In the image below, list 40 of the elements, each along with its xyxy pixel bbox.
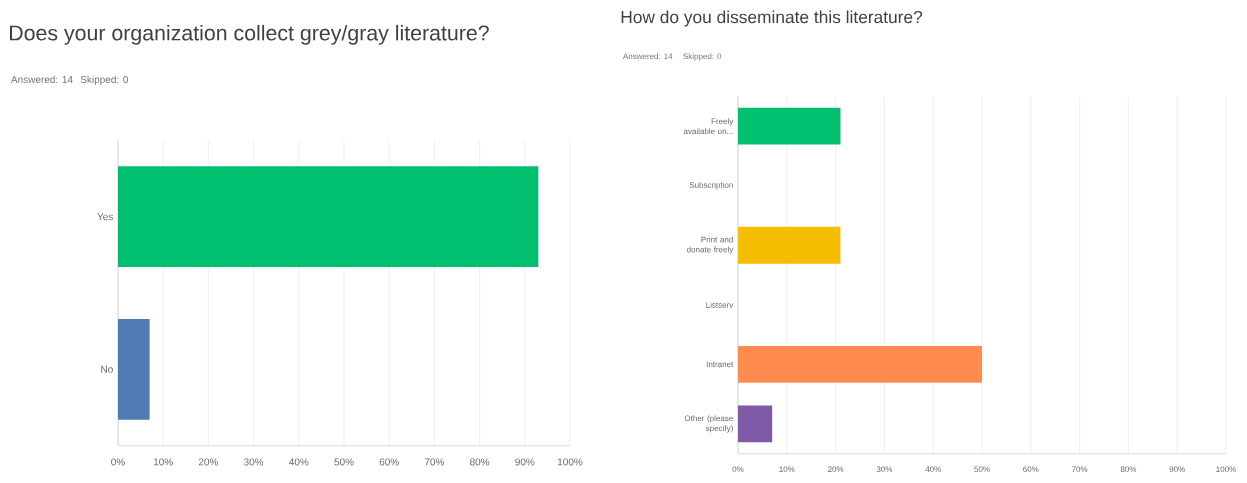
x-tick-label: 90%: [515, 458, 535, 466]
y-tick-label: Yes: [97, 213, 113, 221]
x-tick-label: 0%: [111, 458, 125, 466]
y-tick-label: Intranet: [706, 361, 734, 368]
x-tick-label: 50%: [974, 466, 990, 473]
x-tick-label: 20%: [198, 458, 219, 466]
x-tick-label: 10%: [779, 466, 795, 473]
chart-title: How do you disseminate this literature?: [621, 10, 923, 27]
y-tick-label: Subscription: [689, 181, 733, 190]
x-tick-label: 100%: [557, 458, 583, 466]
x-tick-label: 50%: [334, 458, 354, 466]
x-tick-label: 100%: [1216, 466, 1236, 473]
x-tick-label: 0%: [732, 466, 744, 473]
text: Skipped: 0: [683, 53, 722, 61]
y-tick-label: Other (please specify): [684, 415, 733, 433]
bar: [738, 345, 983, 383]
x-tick-label: 30%: [243, 458, 264, 466]
text: Answered: 14: [10, 75, 73, 84]
x-tick-label: 40%: [289, 458, 309, 466]
bar: [738, 405, 773, 443]
y-tick-label: Listserv: [706, 301, 734, 308]
x-tick-label: 80%: [1120, 466, 1137, 473]
x-tick-label: 70%: [424, 458, 445, 466]
x-tick-label: 60%: [379, 458, 399, 466]
chart-title: Does your organization collect grey/gray literature?: [10, 24, 489, 45]
x-tick-label: 70%: [1072, 466, 1088, 473]
x-tick-label: 20%: [828, 466, 844, 473]
x-tick-label: 90%: [1169, 466, 1185, 473]
x-tick-label: 60%: [1023, 466, 1039, 473]
text: Skipped: 0: [80, 75, 129, 86]
x-tick-label: 10%: [153, 458, 173, 466]
x-tick-label: 40%: [925, 466, 941, 473]
bar: [738, 107, 841, 145]
x-tick-label: 80%: [470, 458, 490, 466]
text: Answered: 14: [622, 53, 673, 60]
x-tick-label: 30%: [876, 466, 893, 473]
y-tick-label: Print and donate freely: [686, 236, 734, 254]
y-tick-label: No: [101, 365, 113, 373]
bar: [738, 226, 841, 264]
y-tick-label: Freely available on...: [683, 118, 734, 135]
